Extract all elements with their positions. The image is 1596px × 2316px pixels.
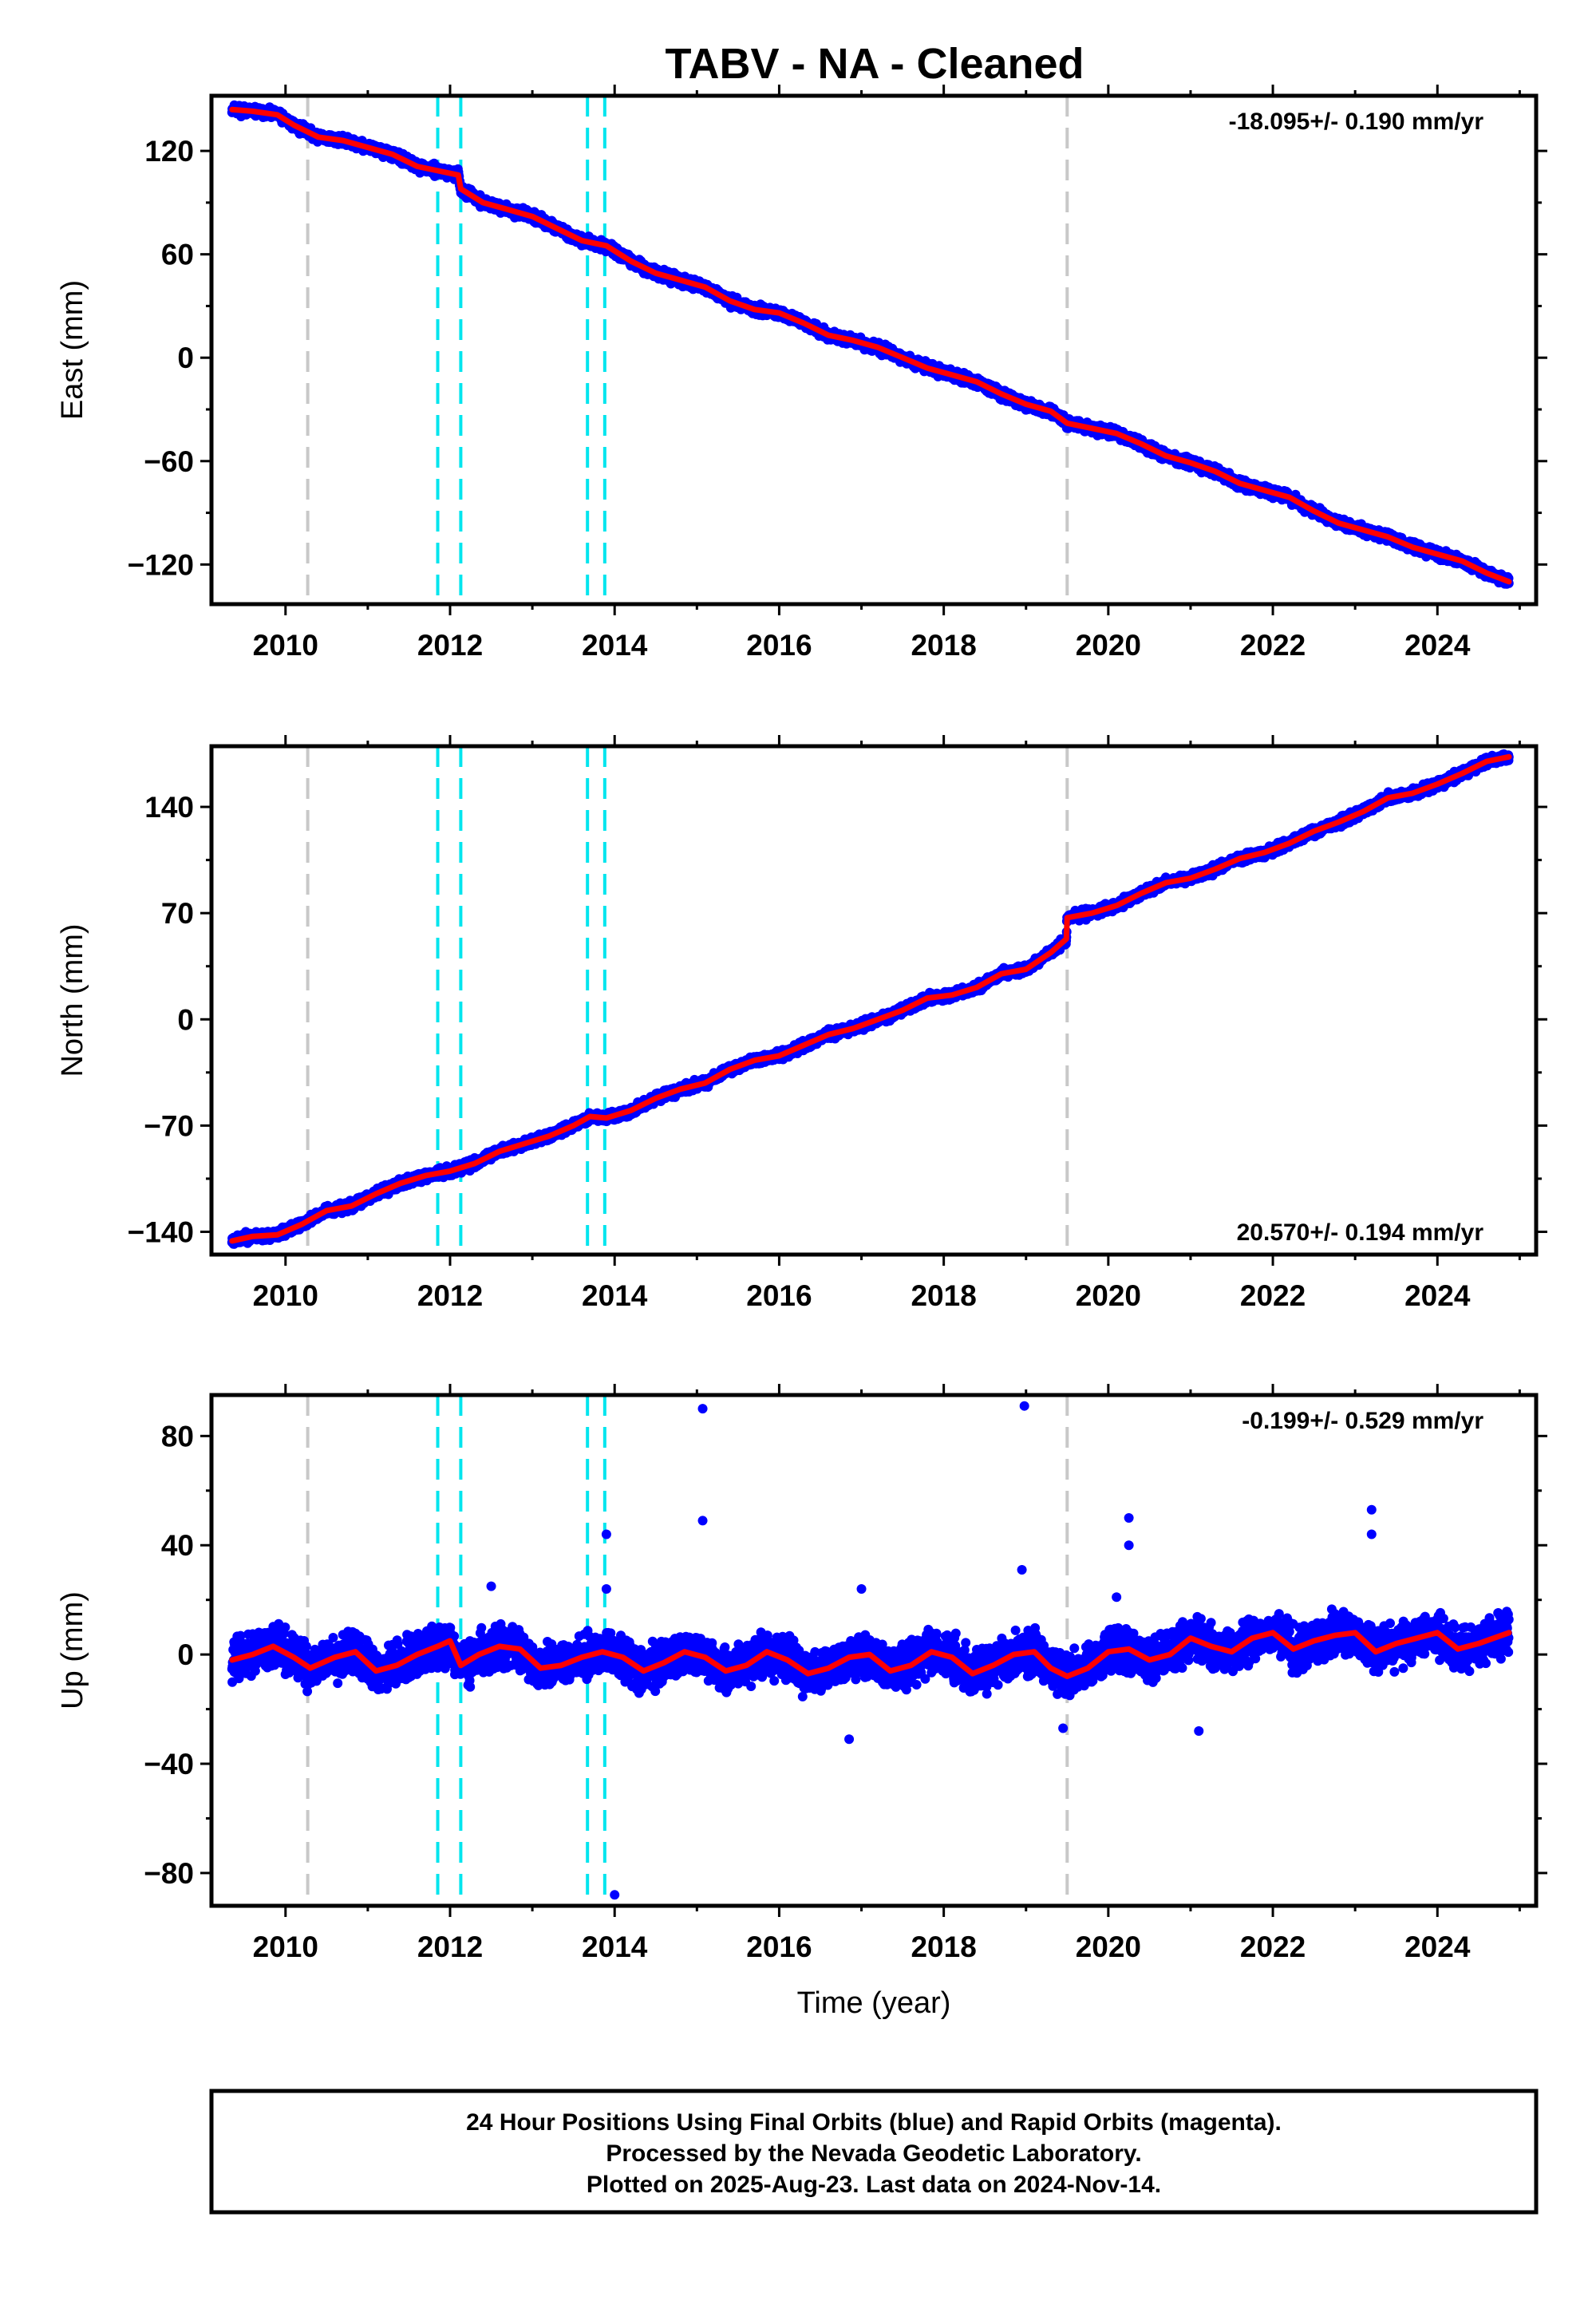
up-plot-area <box>227 1395 1514 1906</box>
up-xtick-label-1: 2012 <box>417 1931 483 1963</box>
up-ytick-label-0: 80 <box>161 1420 194 1452</box>
north-model-line <box>229 753 1512 1244</box>
up-outlier-point-6 <box>1366 1504 1377 1515</box>
up-outlier-point-12 <box>1194 1725 1204 1736</box>
east-xtick-label-6: 2022 <box>1240 629 1306 662</box>
up-axes-frame <box>209 1393 1539 1908</box>
east-model-line <box>229 106 1512 585</box>
up-xlabel: Time (year) <box>797 1986 951 2020</box>
east-ytick-label-3: −60 <box>144 445 194 478</box>
east-axes-frame <box>209 93 1539 607</box>
east-panel: 120 60 0 −60 −120 2010 2012 2014 2016 2018 2020 202… <box>56 85 1547 662</box>
up-outlier-point-10 <box>486 1581 496 1591</box>
up-outlier-point-16 <box>610 1890 620 1900</box>
east-xtick-label-4: 2018 <box>911 629 976 662</box>
east-ylabel: East (mm) <box>56 280 89 420</box>
up-xtick-label-7: 2024 <box>1404 1931 1471 1963</box>
footer-line-3: Plotted on 2025-Aug-23. Last data on 202… <box>587 2172 1161 2198</box>
up-outlier-point-13 <box>844 1734 855 1745</box>
up-xtick-label-3: 2016 <box>746 1931 812 1963</box>
footer-line-2: Processed by the Nevada Geodetic Laborat… <box>606 2140 1141 2167</box>
up-outlier-point-5 <box>1124 1540 1134 1551</box>
up-ylabel: Up (mm) <box>56 1591 89 1709</box>
up-outlier-point-0 <box>697 1404 708 1414</box>
north-xtick-label-0: 2010 <box>253 1279 318 1312</box>
up-ytick-label-4: −80 <box>144 1857 194 1890</box>
north-ytick-label-4: −140 <box>128 1215 194 1248</box>
north-xtick-label-1: 2012 <box>417 1279 483 1312</box>
east-rate-annotation: -18.095+/- 0.190 mm/yr <box>1229 109 1484 135</box>
up-xtick-label-0: 2010 <box>253 1931 318 1963</box>
up-rate-annotation: -0.199+/- 0.529 mm/yr <box>1242 1408 1483 1434</box>
east-xtick-label-7: 2024 <box>1404 629 1471 662</box>
east-ytick-label-2: 0 <box>177 342 194 374</box>
north-rate-annotation: 20.570+/- 0.194 mm/yr <box>1237 1219 1484 1246</box>
east-xtick-label-0: 2010 <box>253 629 318 662</box>
panels: 120 60 0 −60 −120 2010 2012 2014 2016 2018 2020 202… <box>56 85 1547 2020</box>
up-outlier-point-7 <box>1366 1529 1377 1539</box>
up-outlier-point-2 <box>697 1516 708 1526</box>
up-xtick-label-4: 2018 <box>911 1931 976 1963</box>
up-xtick-label-6: 2022 <box>1240 1931 1306 1963</box>
up-outlier-point-11 <box>856 1583 867 1594</box>
north-xtick-label-5: 2020 <box>1076 1279 1141 1312</box>
east-ytick-label-0: 120 <box>144 135 194 168</box>
north-ytick-label-0: 140 <box>144 791 194 824</box>
up-outlier-point-3 <box>1017 1565 1027 1575</box>
north-ytick-label-3: −70 <box>144 1109 194 1142</box>
footer-box: 24 Hour Positions Using Final Orbits (bl… <box>209 2089 1539 2215</box>
east-plot-area <box>227 96 1514 604</box>
north-axes-frame <box>209 744 1539 1257</box>
north-ytick-label-1: 70 <box>161 897 194 930</box>
up-ytick-label-1: 40 <box>161 1529 194 1562</box>
east-ytick-label-4: −120 <box>128 548 194 581</box>
up-model-line <box>229 1630 1512 1679</box>
figure-title: TABV - NA - Cleaned <box>665 40 1084 88</box>
up-outlier-point-4 <box>1124 1513 1134 1524</box>
up-panel: 80 40 0 −40 −80 2010 2012 2014 2016 2018 2020 2022 2… <box>56 1384 1547 2020</box>
up-xtick-label-5: 2020 <box>1076 1931 1141 1963</box>
north-plot-area <box>227 746 1514 1255</box>
north-xtick-label-2: 2014 <box>582 1279 648 1312</box>
up-outlier-point-9 <box>601 1583 611 1594</box>
north-data-points <box>227 749 1514 1249</box>
north-panel: 140 70 0 −70 −140 2010 2012 2014 2016 2018 2020 202… <box>56 735 1547 1312</box>
north-ylabel: North (mm) <box>56 923 89 1077</box>
up-outlier-point-8 <box>601 1529 611 1539</box>
east-xtick-label-2: 2014 <box>582 629 648 662</box>
up-outlier-point-15 <box>1112 1592 1122 1603</box>
footer-line-1: 24 Hour Positions Using Final Orbits (bl… <box>466 2109 1282 2136</box>
up-outlier-point-14 <box>1058 1723 1069 1733</box>
east-xtick-label-3: 2016 <box>746 629 812 662</box>
north-ytick-label-2: 0 <box>177 1003 194 1036</box>
up-ytick-label-3: −40 <box>144 1748 194 1780</box>
east-xtick-label-5: 2020 <box>1076 629 1141 662</box>
east-xtick-label-1: 2012 <box>417 629 483 662</box>
north-xtick-label-6: 2022 <box>1240 1279 1306 1312</box>
east-ytick-label-1: 60 <box>161 239 194 271</box>
up-ytick-label-2: 0 <box>177 1638 194 1671</box>
north-xtick-label-7: 2024 <box>1404 1279 1471 1312</box>
up-outlier-point-1 <box>1019 1401 1029 1411</box>
up-xtick-label-2: 2014 <box>582 1931 648 1963</box>
north-xtick-label-3: 2016 <box>746 1279 812 1312</box>
north-xtick-label-4: 2018 <box>911 1279 976 1312</box>
